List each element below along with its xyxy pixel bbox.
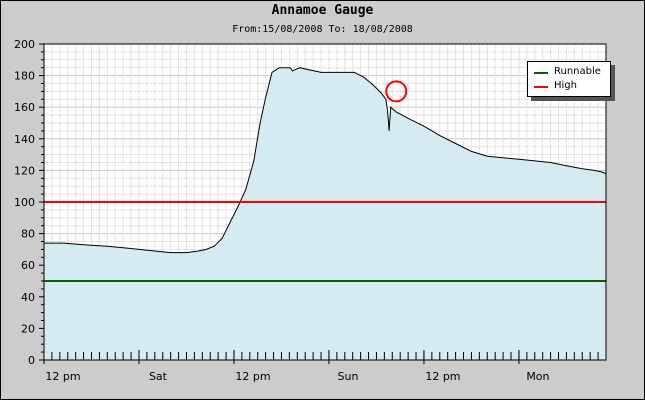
y-tick-label: 120 <box>14 164 35 177</box>
y-tick-label: 60 <box>21 259 35 272</box>
y-tick-label: 160 <box>14 101 35 114</box>
chart-title: Annamoe Gauge <box>271 3 374 18</box>
legend-label-high: High <box>554 80 577 91</box>
x-tick-label: Mon <box>526 370 549 383</box>
x-tick-label: Sat <box>149 370 168 383</box>
legend-label-runnable: Runnable <box>554 66 601 77</box>
tick-labels-layer: 0 20 40 60 80 100 120 140 160 180 200 12 pm Sat 12 pm… <box>14 38 550 383</box>
annotation-circle <box>385 80 408 103</box>
y-tick-label: 180 <box>14 70 35 83</box>
legend-swatch-runnable <box>534 72 548 74</box>
x-tick-label: Sun <box>337 370 358 383</box>
x-tick-label: 12 pm <box>45 370 80 383</box>
y-tick-label: 20 <box>21 322 35 335</box>
y-tick-label: 200 <box>14 38 35 51</box>
flow-area-layer <box>44 67 607 360</box>
x-tick-label: 12 pm <box>425 370 460 383</box>
axes-layer <box>39 43 607 364</box>
y-tick-label: 80 <box>21 228 35 241</box>
x-tick-label: 12 pm <box>235 370 270 383</box>
legend-swatch-high <box>534 86 548 88</box>
chart-legend: Runnable High <box>527 61 611 97</box>
threshold-lines <box>44 201 606 282</box>
y-tick-label: 0 <box>28 354 35 367</box>
flow-area <box>44 67 606 360</box>
annotations-layer <box>385 80 408 103</box>
y-tick-label: 140 <box>14 133 35 146</box>
y-tick-label: 40 <box>21 291 35 304</box>
y-tick-label: 100 <box>14 196 35 209</box>
flow-line <box>44 67 607 254</box>
chart-subtitle: From:15/08/2008 To: 18/08/2008 <box>232 24 413 35</box>
